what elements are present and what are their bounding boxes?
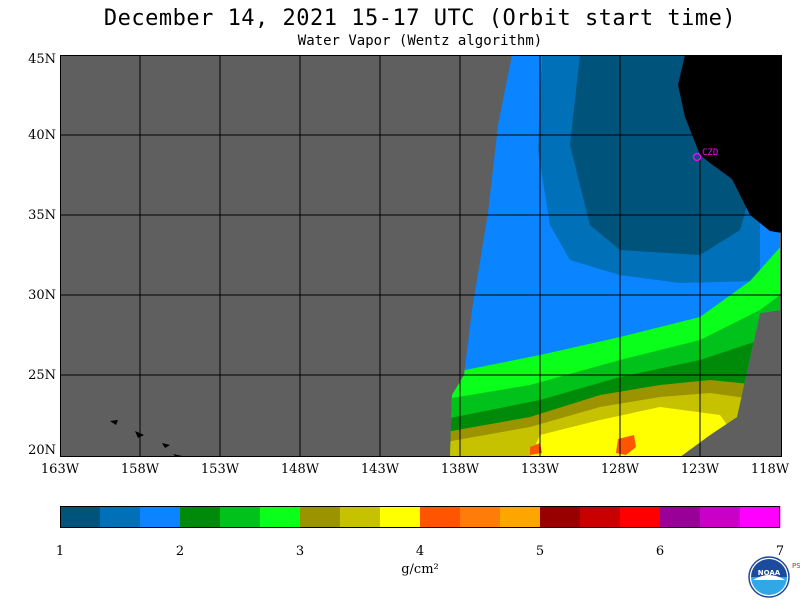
- colorbar-tick-4: 4: [415, 544, 425, 559]
- colorbar-cell: [500, 506, 541, 528]
- colorbar: [60, 506, 781, 528]
- graticule-lines: [60, 55, 782, 457]
- map-frame: [60, 55, 782, 457]
- land-mass-california: [678, 55, 782, 233]
- colorbar-cell: [100, 506, 141, 528]
- lon-label-128w: 128W: [600, 462, 640, 477]
- colorbar-cell: [660, 506, 701, 528]
- lat-label-25n: 25N: [28, 368, 56, 383]
- chart-subtitle: Water Vapor (Wentz algorithm): [297, 33, 543, 49]
- noaa-logo-text: NOAA: [758, 569, 781, 577]
- colorbar-cell: [380, 506, 421, 528]
- colorbar-cells: [60, 506, 781, 528]
- swath-orange-patch: [616, 435, 636, 455]
- colorbar-cell: [620, 506, 661, 528]
- colorbar-tick-2: 2: [175, 544, 185, 559]
- psl-mark: PSL: [792, 562, 800, 570]
- water-vapor-map: CZD: [60, 55, 782, 457]
- lon-label-138w: 138W: [440, 462, 480, 477]
- lon-label-148w: 148W: [280, 462, 320, 477]
- colorbar-cell: [260, 506, 301, 528]
- colorbar-cell: [340, 506, 381, 528]
- colorbar-unit: g/cm²: [401, 562, 439, 577]
- swath-yellow-band: [530, 407, 750, 457]
- colorbar-cell: [300, 506, 341, 528]
- colorbar-tick-7: 7: [775, 544, 785, 559]
- swath-orange-patch-small: [530, 443, 542, 455]
- colorbar-cell: [700, 506, 741, 528]
- colorbar-cell: [740, 506, 781, 528]
- colorbar-cell: [180, 506, 221, 528]
- chart-title: December 14, 2021 15-17 UTC (Orbit start…: [103, 6, 737, 31]
- colorbar-tick-1: 1: [55, 544, 65, 559]
- colorbar-tick-5: 5: [535, 544, 545, 559]
- colorbar-cell: [540, 506, 581, 528]
- lat-label-35n: 35N: [28, 208, 56, 223]
- lon-label-143w: 143W: [360, 462, 400, 477]
- lat-label-40n: 40N: [28, 128, 56, 143]
- colorbar-cell: [220, 506, 261, 528]
- station-label-czd: CZD: [702, 148, 718, 158]
- lon-label-153w: 153W: [200, 462, 240, 477]
- lon-label-158w: 158W: [120, 462, 160, 477]
- colorbar-cell: [420, 506, 461, 528]
- station-marker-czd: [692, 152, 702, 162]
- lat-label-20n: 20N: [28, 443, 56, 458]
- lon-label-118w: 118W: [750, 462, 790, 477]
- colorbar-tick-3: 3: [295, 544, 305, 559]
- lon-label-123w: 123W: [680, 462, 720, 477]
- lon-label-133w: 133W: [520, 462, 560, 477]
- noaa-logo: NOAA: [748, 556, 790, 598]
- colorbar-cell: [580, 506, 621, 528]
- lat-label-45n: 45N: [28, 52, 56, 67]
- lon-label-163w: 163W: [40, 462, 80, 477]
- colorbar-frame: [60, 506, 780, 528]
- colorbar-cell: [460, 506, 501, 528]
- colorbar-cell: [60, 506, 101, 528]
- colorbar-cell: [140, 506, 181, 528]
- colorbar-tick-6: 6: [655, 544, 665, 559]
- lat-label-30n: 30N: [28, 288, 56, 303]
